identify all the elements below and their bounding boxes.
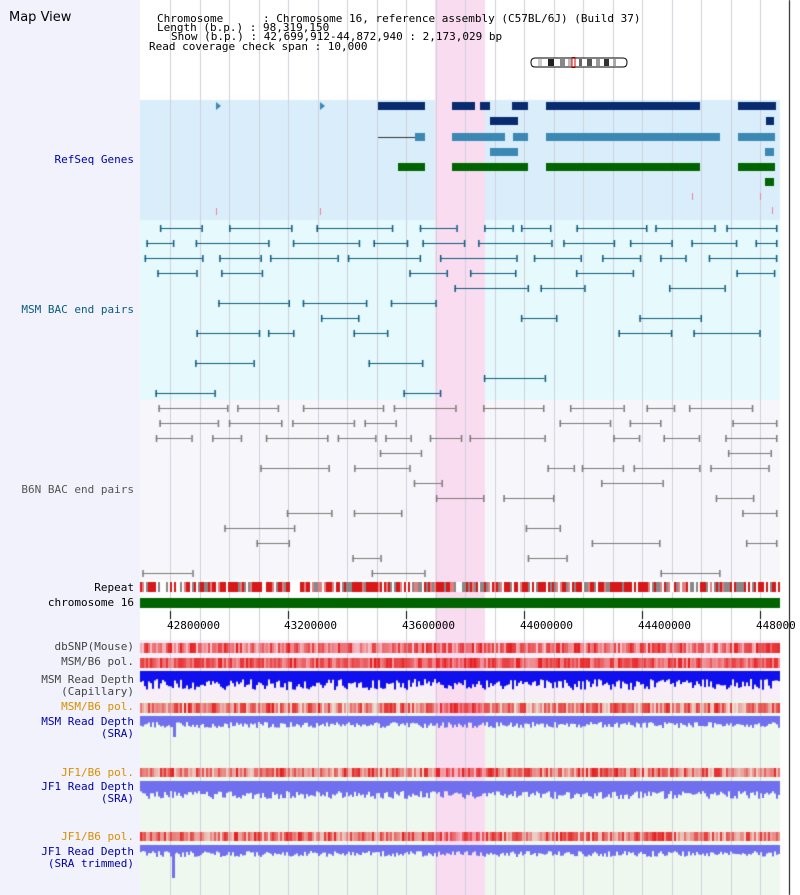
jf1-pol-label-2: JF1/B6 pol. (61, 830, 134, 843)
coverage-span-info: Read coverage check span : 10,000 (149, 40, 368, 53)
axis-tick-label: 42800000 (167, 619, 220, 632)
axis-tick-label: 448000 (756, 619, 796, 632)
jf1-pol-label-1: JF1/B6 pol. (61, 766, 134, 779)
length-info: Length (b.p.) : 98,319,150 (157, 21, 330, 34)
refseq-genes-label: RefSeq Genes (54, 153, 134, 166)
jf1-depth-trimmed-label-2: (SRA trimmed) (47, 857, 134, 870)
b6n-bac-label: B6N BAC end pairs (21, 483, 134, 496)
show-range-info: Show (b.p.) : 42,699,912-44,872,940 : 2,… (171, 30, 503, 43)
chromosome-info: Chromosome : Chromosome 16, reference as… (157, 12, 641, 25)
jf1-depth-trimmed-label-1: JF1 Read Depth (41, 845, 134, 858)
repeat-label: Repeat (94, 581, 134, 594)
axis-tick-label: 44000000 (520, 619, 573, 632)
axis-tick-label: 43200000 (284, 619, 337, 632)
axis-tick-label: 44400000 (638, 619, 691, 632)
msm-bac-label: MSM BAC end pairs (21, 303, 134, 316)
axis-tick-label: 43600000 (402, 619, 455, 632)
chromosome-ideogram[interactable] (530, 53, 628, 69)
msm-b6-pol-label-2: MSM/B6 pol. (61, 700, 134, 713)
msm-depth-sra-label-1: MSM Read Depth (41, 715, 134, 728)
chromosome-label: chromosome 16 (47, 596, 134, 609)
msm-depth-capillary-label-2: (Capillary) (61, 685, 134, 698)
dbsnp-label: dbSNP(Mouse) (54, 640, 134, 653)
msm-b6-pol-label-1: MSM/B6 pol. (61, 655, 134, 668)
jf1-depth-sra-label-1: JF1 Read Depth (41, 780, 134, 793)
msm-depth-sra-label-2: (SRA) (100, 727, 134, 740)
msm-depth-capillary-label-1: MSM Read Depth (41, 673, 134, 686)
ideogram-svg (530, 56, 628, 69)
jf1-depth-sra-label-2: (SRA) (100, 792, 134, 805)
page-title: Map View (9, 10, 72, 25)
